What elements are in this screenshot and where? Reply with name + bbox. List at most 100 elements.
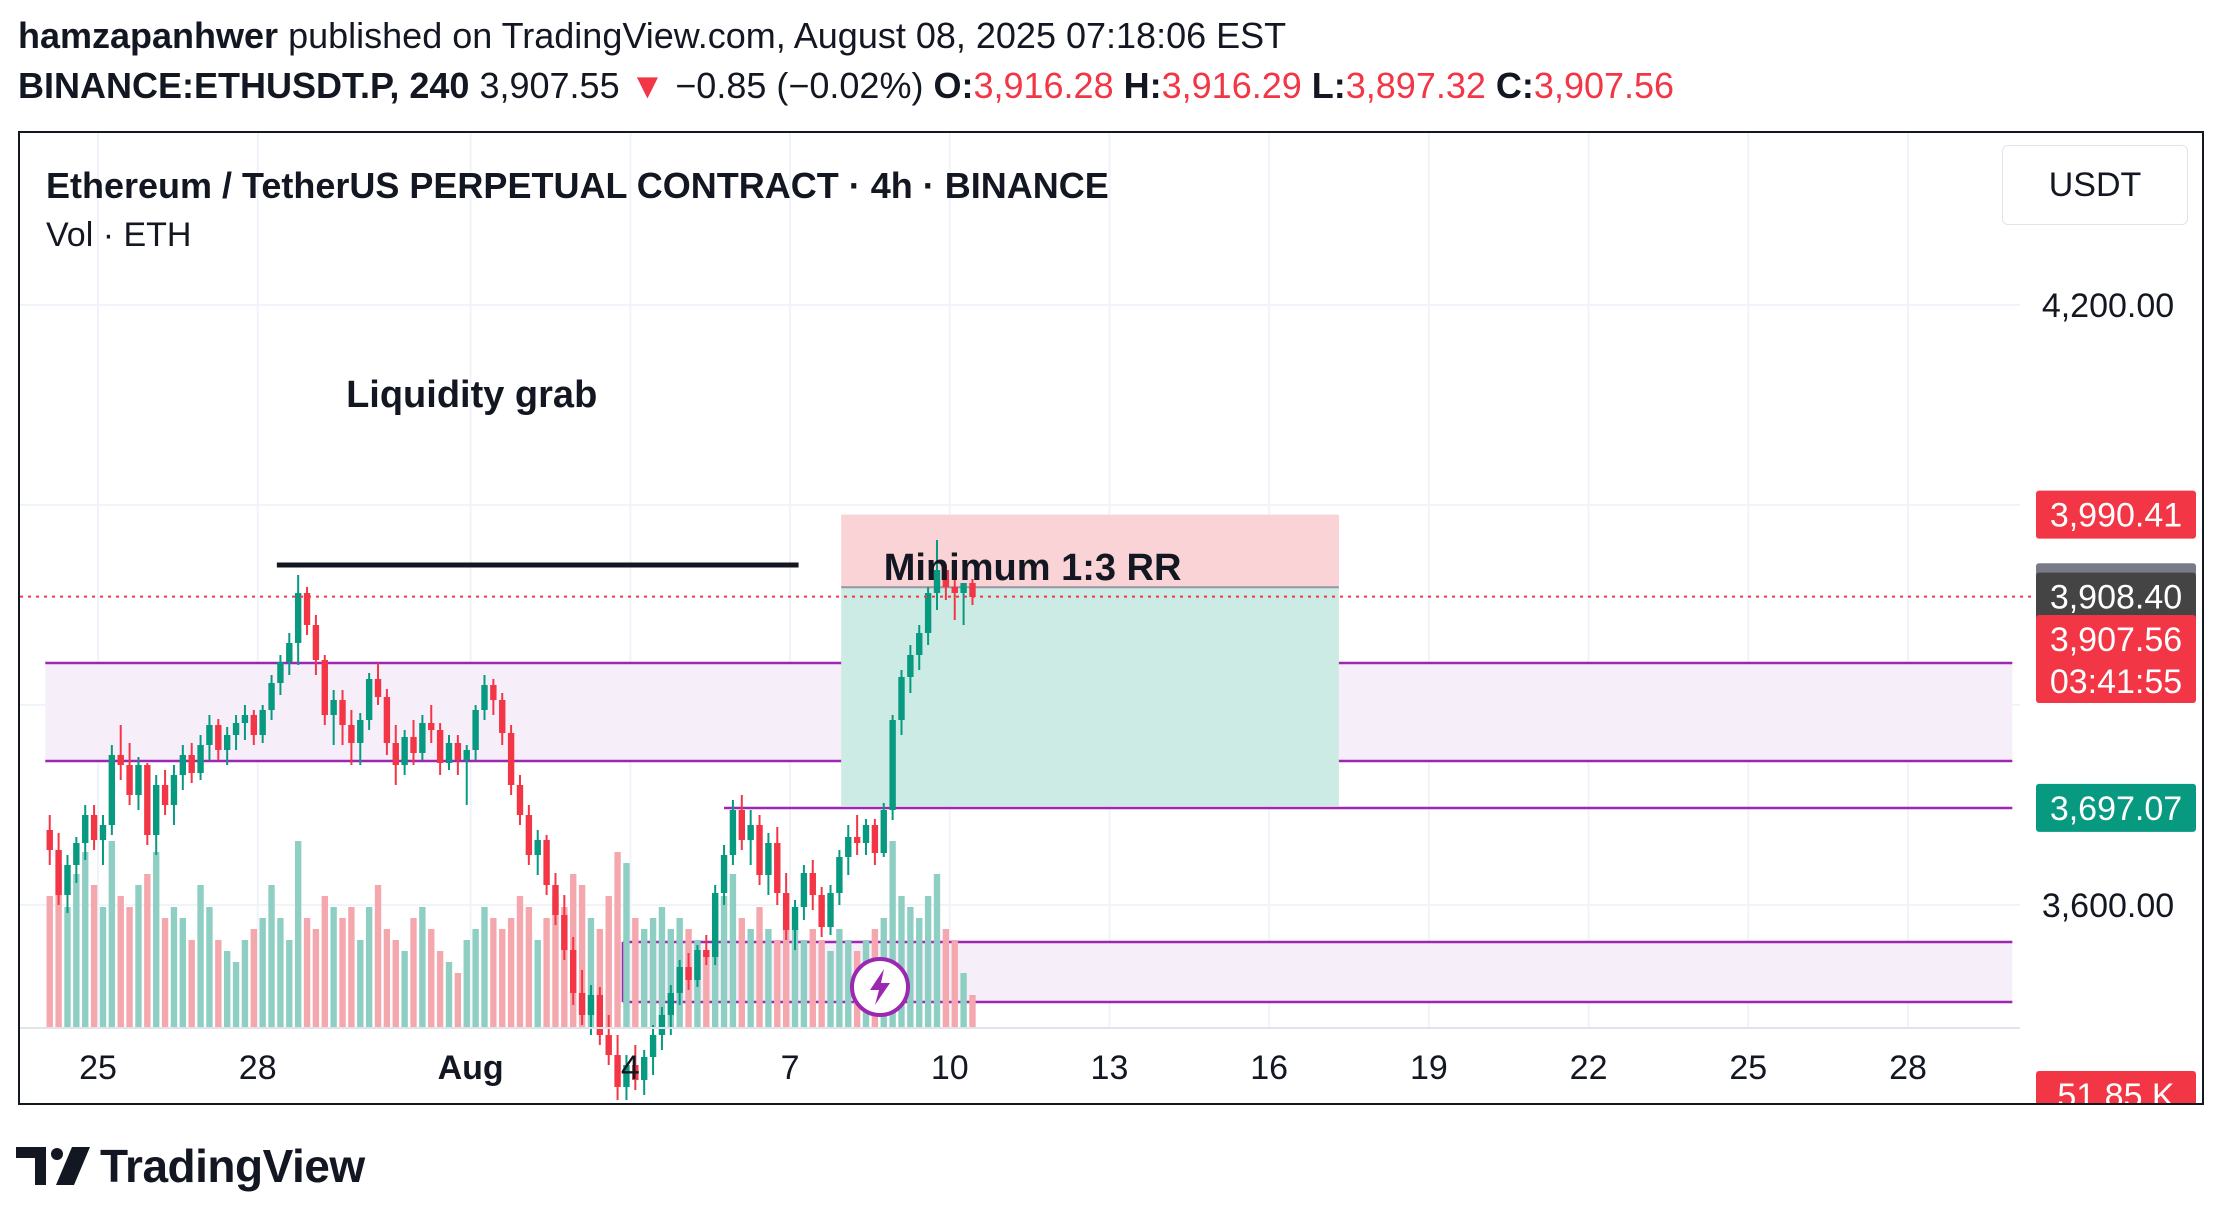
candle-body <box>516 785 524 815</box>
volume-bar <box>365 907 373 1028</box>
candle-body <box>108 755 116 825</box>
candle-body <box>73 843 80 865</box>
publication-header: hamzapanhwer published on TradingView.co… <box>18 12 1674 112</box>
candle-body <box>685 967 692 980</box>
volume-bar <box>933 874 941 1028</box>
candle-body <box>605 1035 612 1055</box>
candle-body <box>782 893 790 930</box>
candle-body <box>232 723 240 735</box>
candle-body <box>809 873 816 895</box>
candle-body <box>632 1065 639 1080</box>
high-value: 3,916.29 <box>1161 65 1302 106</box>
volume-bar <box>99 907 107 1028</box>
volume-bar <box>259 918 266 1028</box>
low-label: L: <box>1311 65 1346 106</box>
candle-body <box>561 915 568 950</box>
candle-body <box>144 765 151 835</box>
candle-body <box>836 857 843 893</box>
volume-bar <box>641 929 648 1028</box>
volume-bar <box>268 885 275 1028</box>
candle-body <box>410 737 417 753</box>
stop-loss-area[interactable] <box>841 514 1339 588</box>
volume-bar <box>179 918 187 1028</box>
candle-body <box>507 733 515 785</box>
price-label-badge[interactable] <box>2036 783 2196 832</box>
volume-bar <box>711 907 719 1028</box>
volume-bar <box>445 962 453 1028</box>
candle-body <box>321 660 328 715</box>
candle-body <box>206 725 213 745</box>
chart-frame[interactable]: Liquidity grab Minimum 1:3 RR 25 28 Aug 4 7 10 1… <box>18 131 2204 1105</box>
volume-bar <box>357 940 364 1028</box>
volume-bar <box>117 896 124 1028</box>
volume-bar <box>552 896 559 1028</box>
candle-body <box>871 825 879 853</box>
volume-bar <box>188 940 195 1028</box>
volume-bar <box>782 918 790 1028</box>
x-tick-label: 25 <box>79 1049 117 1087</box>
candle-body <box>64 865 71 895</box>
symbol-quote-line: BINANCE:ETHUSDT.P, 240 3,907.55 ▼ −0.85 … <box>18 60 1674 112</box>
candle-body <box>898 677 905 720</box>
volume-bar <box>632 918 639 1028</box>
liquidity-grab-label[interactable]: Liquidity grab <box>346 374 597 416</box>
volume-bar <box>623 863 630 1028</box>
volume-bar <box>720 896 728 1028</box>
volume-bar <box>428 929 435 1028</box>
volume-bar <box>55 863 62 1028</box>
take-profit-area[interactable] <box>841 587 1339 806</box>
volume-bar <box>561 907 568 1028</box>
candle-body <box>676 967 683 993</box>
candle-body <box>365 679 373 720</box>
candle-body <box>756 825 763 875</box>
volume-bar <box>392 940 399 1028</box>
x-tick-label: 28 <box>239 1049 277 1087</box>
candle-body <box>490 685 497 700</box>
x-tick-label: 10 <box>931 1049 969 1087</box>
author-name[interactable]: hamzapanhwer <box>18 15 279 56</box>
volume-bar <box>161 918 169 1028</box>
volume-bar <box>969 995 976 1028</box>
volume-bar <box>614 852 621 1028</box>
y-tick-label: 4,200.00 <box>2042 287 2174 325</box>
volume-bar <box>463 940 470 1028</box>
volume-bar <box>667 929 675 1028</box>
candle-body <box>374 679 382 697</box>
volume-bar <box>747 929 754 1028</box>
candle-body <box>570 950 577 993</box>
candle-body <box>135 765 142 795</box>
candle-body <box>55 850 62 895</box>
x-tick-label: Aug <box>438 1049 504 1087</box>
candle-body <box>286 643 293 662</box>
volume-bar <box>924 896 932 1028</box>
candle-body <box>383 697 391 743</box>
candle-body <box>179 755 187 775</box>
volume-bar <box>294 841 302 1028</box>
price-label-badge[interactable] <box>2036 1071 2196 1103</box>
candle-body <box>587 995 595 1015</box>
volume-bar <box>845 940 852 1028</box>
volume-bar <box>836 929 843 1028</box>
price-label-badge[interactable] <box>2036 615 2196 703</box>
candle-body <box>46 830 53 850</box>
risk-reward-label[interactable]: Minimum 1:3 RR <box>884 547 1182 589</box>
candle-body <box>729 810 737 855</box>
candle-body <box>818 895 825 927</box>
candle-body <box>330 700 337 715</box>
candle-body <box>250 715 257 735</box>
price-label-badge[interactable] <box>2036 572 2196 621</box>
volume-bar <box>215 940 222 1028</box>
volume-bar <box>135 885 142 1028</box>
candle-body <box>197 745 204 773</box>
footer: TradingView <box>16 1138 365 1194</box>
currency-button[interactable]: USDT <box>2002 145 2188 225</box>
volume-bar <box>818 940 825 1028</box>
volume-bar <box>587 918 595 1028</box>
volume-bar <box>907 907 914 1028</box>
candle-body <box>499 700 506 733</box>
price-label-badge[interactable] <box>2036 490 2196 539</box>
volume-bar <box>197 885 204 1028</box>
volume-bar <box>419 907 426 1028</box>
price-chart[interactable]: Liquidity grab Minimum 1:3 RR 25 28 Aug 4 7 10 1… <box>20 133 2202 1103</box>
symbol-name[interactable]: BINANCE:ETHUSDT.P, 240 <box>18 65 470 106</box>
